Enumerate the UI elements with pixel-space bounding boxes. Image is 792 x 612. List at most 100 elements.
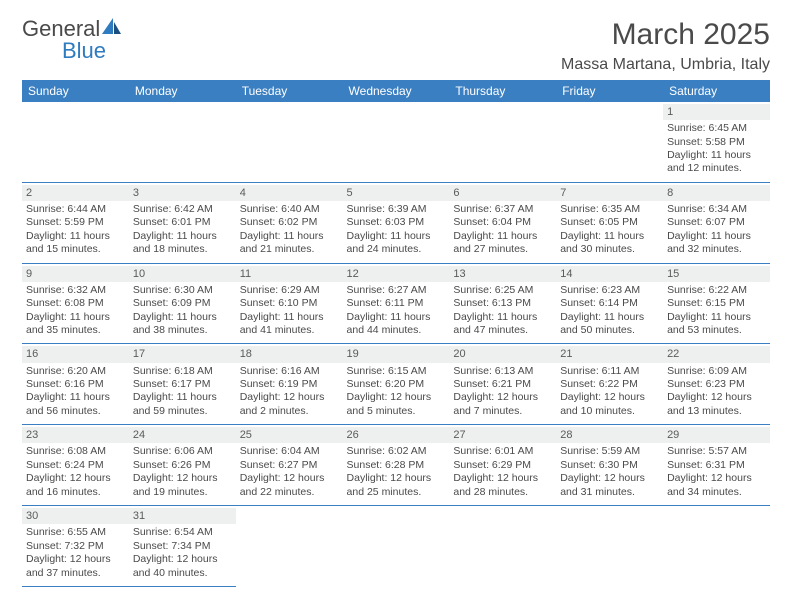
- day-cell: 8Sunrise: 6:34 AMSunset: 6:07 PMDaylight…: [663, 182, 770, 263]
- sunset-text: Sunset: 6:10 PM: [240, 297, 339, 310]
- sunset-text: Sunset: 6:22 PM: [560, 378, 659, 391]
- sunset-text: Sunset: 6:28 PM: [347, 459, 446, 472]
- sunset-text: Sunset: 6:29 PM: [453, 459, 552, 472]
- day-cell: [236, 506, 343, 587]
- sunset-text: Sunset: 5:58 PM: [667, 136, 766, 149]
- day-cell: 5Sunrise: 6:39 AMSunset: 6:03 PMDaylight…: [343, 182, 450, 263]
- day-number: 28: [556, 427, 663, 443]
- day-cell: 9Sunrise: 6:32 AMSunset: 6:08 PMDaylight…: [22, 263, 129, 344]
- week-row: 16Sunrise: 6:20 AMSunset: 6:16 PMDayligh…: [22, 344, 770, 425]
- sunrise-text: Sunrise: 6:55 AM: [26, 526, 125, 539]
- day-cell: [556, 506, 663, 587]
- day-cell: 26Sunrise: 6:02 AMSunset: 6:28 PMDayligh…: [343, 425, 450, 506]
- col-saturday: Saturday: [663, 80, 770, 102]
- sunrise-text: Sunrise: 6:02 AM: [347, 445, 446, 458]
- sunset-text: Sunset: 6:04 PM: [453, 216, 552, 229]
- col-tuesday: Tuesday: [236, 80, 343, 102]
- sunrise-text: Sunrise: 6:30 AM: [133, 284, 232, 297]
- day-cell: 27Sunrise: 6:01 AMSunset: 6:29 PMDayligh…: [449, 425, 556, 506]
- day-cell: 21Sunrise: 6:11 AMSunset: 6:22 PMDayligh…: [556, 344, 663, 425]
- sunset-text: Sunset: 6:20 PM: [347, 378, 446, 391]
- sunset-text: Sunset: 5:59 PM: [26, 216, 125, 229]
- sunset-text: Sunset: 6:08 PM: [26, 297, 125, 310]
- day-cell: 1Sunrise: 6:45 AMSunset: 5:58 PMDaylight…: [663, 102, 770, 182]
- calendar-table: Sunday Monday Tuesday Wednesday Thursday…: [22, 80, 770, 587]
- day-number: 20: [449, 346, 556, 362]
- sunset-text: Sunset: 6:23 PM: [667, 378, 766, 391]
- sunrise-text: Sunrise: 6:45 AM: [667, 122, 766, 135]
- week-row: 1Sunrise: 6:45 AMSunset: 5:58 PMDaylight…: [22, 102, 770, 182]
- col-friday: Friday: [556, 80, 663, 102]
- daylight-text: Daylight: 12 hours and 22 minutes.: [240, 472, 339, 499]
- day-number: 30: [22, 508, 129, 524]
- sunrise-text: Sunrise: 6:23 AM: [560, 284, 659, 297]
- day-number: 19: [343, 346, 450, 362]
- day-number: 24: [129, 427, 236, 443]
- sunrise-text: Sunrise: 6:11 AM: [560, 365, 659, 378]
- daylight-text: Daylight: 11 hours and 12 minutes.: [667, 149, 766, 176]
- week-row: 30 Sunrise: 6:55 AMSunset: 7:32 PM Dayligh…: [22, 506, 770, 587]
- day-cell: 22Sunrise: 6:09 AMSunset: 6:23 PMDayligh…: [663, 344, 770, 425]
- sunset-text: Sunset: 6:16 PM: [26, 378, 125, 391]
- sunset-text: Sunset: 6:27 PM: [240, 459, 339, 472]
- logo-text: General Blue: [22, 18, 122, 62]
- daylight-text: Daylight: 12 hours and 31 minutes.: [560, 472, 659, 499]
- sunrise-text: Sunrise: 6:39 AM: [347, 203, 446, 216]
- day-cell: 29Sunrise: 5:57 AMSunset: 6:31 PMDayligh…: [663, 425, 770, 506]
- daylight-text: Daylight: 11 hours and 27 minutes.: [453, 230, 552, 257]
- daylight-text: Daylight: 11 hours and 35 minutes.: [26, 311, 125, 338]
- sunrise-text: Sunrise: 6:01 AM: [453, 445, 552, 458]
- logo: General Blue: [22, 18, 122, 62]
- daylight-text: Daylight: 11 hours and 47 minutes.: [453, 311, 552, 338]
- day-cell: 24Sunrise: 6:06 AMSunset: 6:26 PMDayligh…: [129, 425, 236, 506]
- header: General Blue March 2025 Massa Martana, U…: [22, 18, 770, 74]
- day-number: 31: [129, 508, 236, 524]
- sunset-text: Sunset: 6:30 PM: [560, 459, 659, 472]
- sunrise-text: Sunrise: 6:08 AM: [26, 445, 125, 458]
- day-number: 25: [236, 427, 343, 443]
- sunrise-text: Sunrise: 6:13 AM: [453, 365, 552, 378]
- sunset-text: Sunset: 6:17 PM: [133, 378, 232, 391]
- sunrise-text: Sunrise: 6:44 AM: [26, 203, 125, 216]
- daylight-text: Daylight: 11 hours and 44 minutes.: [347, 311, 446, 338]
- day-cell: 12Sunrise: 6:27 AMSunset: 6:11 PMDayligh…: [343, 263, 450, 344]
- daylight-text: Daylight: 12 hours and 25 minutes.: [347, 472, 446, 499]
- daylight-text: Daylight: 11 hours and 38 minutes.: [133, 311, 232, 338]
- daylight-text: Daylight: 12 hours and 40 minutes.: [133, 553, 232, 580]
- day-cell: [129, 102, 236, 182]
- sunrise-text: Sunrise: 6:32 AM: [26, 284, 125, 297]
- day-number: 10: [129, 266, 236, 282]
- sunrise-text: Sunrise: 5:59 AM: [560, 445, 659, 458]
- day-cell: [663, 506, 770, 587]
- sunrise-text: Sunrise: 6:54 AM: [133, 526, 232, 539]
- day-number: 8: [663, 185, 770, 201]
- sunrise-text: Sunrise: 5:57 AM: [667, 445, 766, 458]
- daylight-text: Daylight: 12 hours and 10 minutes.: [560, 391, 659, 418]
- day-cell: 15Sunrise: 6:22 AMSunset: 6:15 PMDayligh…: [663, 263, 770, 344]
- daylight-text: Daylight: 12 hours and 19 minutes.: [133, 472, 232, 499]
- day-number: 3: [129, 185, 236, 201]
- location: Massa Martana, Umbria, Italy: [561, 56, 770, 74]
- day-number: 6: [449, 185, 556, 201]
- sunset-text: Sunset: 6:13 PM: [453, 297, 552, 310]
- title-block: March 2025 Massa Martana, Umbria, Italy: [561, 18, 770, 74]
- day-cell: 23Sunrise: 6:08 AMSunset: 6:24 PMDayligh…: [22, 425, 129, 506]
- daylight-text: Daylight: 11 hours and 15 minutes.: [26, 230, 125, 257]
- day-cell: 6 Sunrise: 6:37 AMSunset: 6:04 PMDaylight…: [449, 182, 556, 263]
- day-cell: [449, 102, 556, 182]
- sunrise-text: Sunrise: 6:09 AM: [667, 365, 766, 378]
- day-number: 14: [556, 266, 663, 282]
- day-cell: 18Sunrise: 6:16 AMSunset: 6:19 PMDayligh…: [236, 344, 343, 425]
- sunset-text: Sunset: 6:07 PM: [667, 216, 766, 229]
- sunset-text: Sunset: 6:02 PM: [240, 216, 339, 229]
- daylight-text: Daylight: 12 hours and 28 minutes.: [453, 472, 552, 499]
- day-number: 18: [236, 346, 343, 362]
- col-wednesday: Wednesday: [343, 80, 450, 102]
- day-number: 29: [663, 427, 770, 443]
- daylight-text: Daylight: 11 hours and 18 minutes.: [133, 230, 232, 257]
- day-cell: [236, 102, 343, 182]
- sunrise-text: Sunrise: 6:37 AM: [453, 203, 552, 216]
- week-row: 9Sunrise: 6:32 AMSunset: 6:08 PMDaylight…: [22, 263, 770, 344]
- day-cell: [343, 102, 450, 182]
- sunset-text: Sunset: 7:32 PM: [26, 540, 125, 553]
